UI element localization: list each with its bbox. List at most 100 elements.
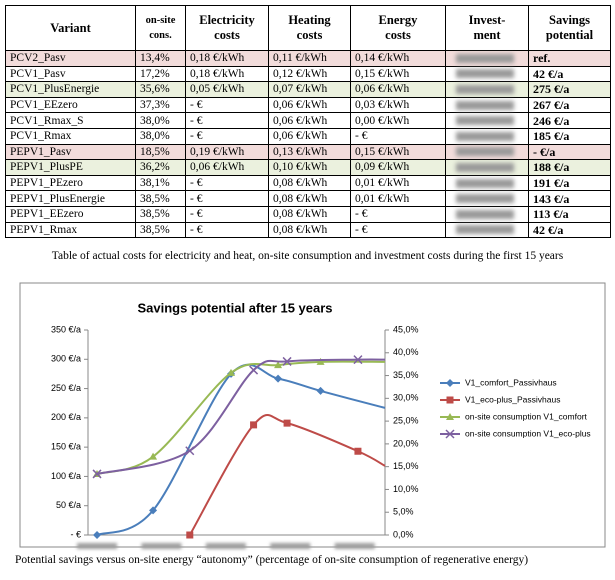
table-cell: 0,08 €/kWh (268, 221, 351, 239)
table-cell: PCV1_Pasv (5, 65, 136, 83)
legend-marker (446, 396, 454, 404)
table-cell: 0,01 €/kWh (350, 190, 446, 207)
table-cell: 18,5% (135, 143, 186, 161)
blurred-value (456, 116, 514, 126)
data-point (274, 374, 283, 383)
savings-cell: 143 €/a (528, 190, 611, 207)
y-tick-label: - € (70, 529, 81, 539)
legend-label: on-site consumption V1_comfort (465, 411, 588, 421)
y-tick-label: 150 €/a (51, 442, 81, 452)
table-cell: - € (185, 96, 269, 114)
table-row: PEPV1_PEzero 38,1% - €0,08 €/kWh 0,01 €/kWh… (5, 174, 611, 192)
investment-cell (445, 81, 529, 98)
savings-cell: 191 €/a (528, 174, 611, 192)
table-cell: 0,07 €/kWh (268, 81, 351, 98)
header-cell: on-site cons. (135, 5, 186, 51)
table-cell: 0,15 €/kWh (350, 143, 446, 161)
blurred-value (456, 225, 514, 235)
table-row: PEPV1_PlusPE 36,2% 0,06 €/kWh 0,10 €/kWh 0,0… (5, 159, 611, 176)
table-cell: - € (185, 221, 269, 239)
header-cell: Electricity costs (185, 5, 269, 51)
savings-cell: 246 €/a (528, 112, 611, 129)
data-point (316, 386, 325, 395)
cost-table: Variant on-site cons. Electricity costs Hea… (5, 5, 611, 239)
table-cell: 13,4% (135, 50, 186, 67)
data-point (250, 421, 258, 429)
table-cell: 0,11 €/kWh (268, 50, 351, 67)
legend-marker (446, 379, 454, 387)
table-cell: 0,13 €/kWh (268, 143, 351, 161)
table-cell: 38,5% (135, 221, 186, 239)
blurred-value (456, 53, 514, 63)
y-tick-label: 350 €/a (51, 324, 81, 334)
table-cell: 0,00 €/kWh (350, 112, 446, 129)
x-tick-label-blurred (77, 543, 118, 549)
data-point (149, 506, 158, 515)
x-tick-label-blurred (270, 543, 311, 549)
y2-tick-label: 25,0% (393, 415, 419, 425)
y-tick-label: 200 €/a (51, 412, 81, 422)
legend-label: V1_eco-plus_Passivhaus (465, 394, 560, 404)
table-cell: 0,18 €/kWh (185, 65, 269, 83)
y-tick-label: 100 €/a (51, 471, 81, 481)
table-cell: PCV1_EEzero (5, 96, 136, 114)
blurred-value (456, 69, 514, 79)
y-tick-label: 250 €/a (51, 383, 81, 393)
data-point (283, 419, 291, 427)
blurred-value (456, 100, 514, 110)
blurred-value (456, 131, 514, 141)
table-cell: 0,18 €/kWh (185, 50, 269, 67)
blurred-value (456, 194, 514, 204)
y2-tick-label: 5,0% (393, 507, 414, 517)
savings-cell: 42 €/a (528, 221, 611, 239)
x-tick-label-blurred (334, 543, 375, 549)
data-point (149, 452, 158, 460)
data-point (282, 356, 292, 366)
legend-marker (445, 429, 455, 439)
header-row: Variant on-site cons. Electricity costs Hea… (5, 5, 611, 51)
table-cell: PEPV1_Pasv (5, 143, 136, 161)
savings-cell: 275 €/a (528, 81, 611, 98)
table-cell: 0,06 €/kWh (268, 112, 351, 129)
table-body: PCV2_Pasv 13,4% 0,18 €/kWh 0,11 €/kWh 0,14 €… (5, 50, 611, 239)
table-row: PCV1_Rmax_S 38,0% - €0,06 €/kWh 0,00 €/kWh 2… (5, 112, 611, 129)
x-tick-label-blurred (141, 543, 182, 549)
investment-cell (445, 143, 529, 161)
savings-cell: 267 €/a (528, 96, 611, 114)
table-cell: PEPV1_PEzero (5, 174, 136, 192)
y-tick-label: 300 €/a (51, 354, 81, 364)
table-cell: 0,06 €/kWh (268, 127, 351, 145)
table-cell: 0,06 €/kWh (268, 96, 351, 114)
chart-caption: Potential savings versus on-site energy … (15, 554, 529, 566)
y2-tick-label: 15,0% (393, 461, 419, 471)
data-point (274, 361, 283, 369)
y2-tick-label: 0,0% (393, 529, 414, 539)
table-row: PEPV1_Rmax 38,5% - €0,08 €/kWh - €42 €/a (5, 221, 611, 239)
data-point (316, 357, 325, 365)
table-row: PCV1_Rmax 38,0% - €0,06 €/kWh - €185 €/a (5, 127, 611, 145)
chart-frame (19, 282, 606, 548)
table-cell: 38,0% (135, 127, 186, 145)
table-cell: 0,08 €/kWh (268, 205, 351, 223)
table-row: PCV1_Pasv 17,2% 0,18 €/kWh 0,12 €/kWh 0,15 €… (5, 65, 611, 83)
legend-label: on-site consumption V1_eco-plus (465, 428, 591, 438)
x-tick-label-blurred (205, 543, 246, 549)
header-cell: Variant (5, 5, 136, 51)
y2-tick-label: 45,0% (393, 324, 419, 334)
blurred-value (456, 162, 514, 172)
table-cell: 38,5% (135, 205, 186, 223)
table-cell: PCV1_Rmax (5, 127, 136, 145)
table-cell: - € (350, 221, 446, 239)
table-row: PCV1_EEzero 37,3% - €0,06 €/kWh 0,03 €/kWh 2… (5, 96, 611, 114)
y2-tick-label: 10,0% (393, 484, 419, 494)
blurred-value (456, 84, 514, 94)
savings-cell: - €/a (528, 143, 611, 161)
data-point (353, 355, 363, 365)
data-point (185, 446, 195, 456)
legend-marker (446, 413, 454, 420)
legend-label: V1_comfort_Passivhaus (465, 377, 557, 387)
data-point (249, 365, 259, 375)
table-row: PEPV1_Pasv 18,5% 0,19 €/kWh 0,13 €/kWh 0,15 … (5, 143, 611, 161)
